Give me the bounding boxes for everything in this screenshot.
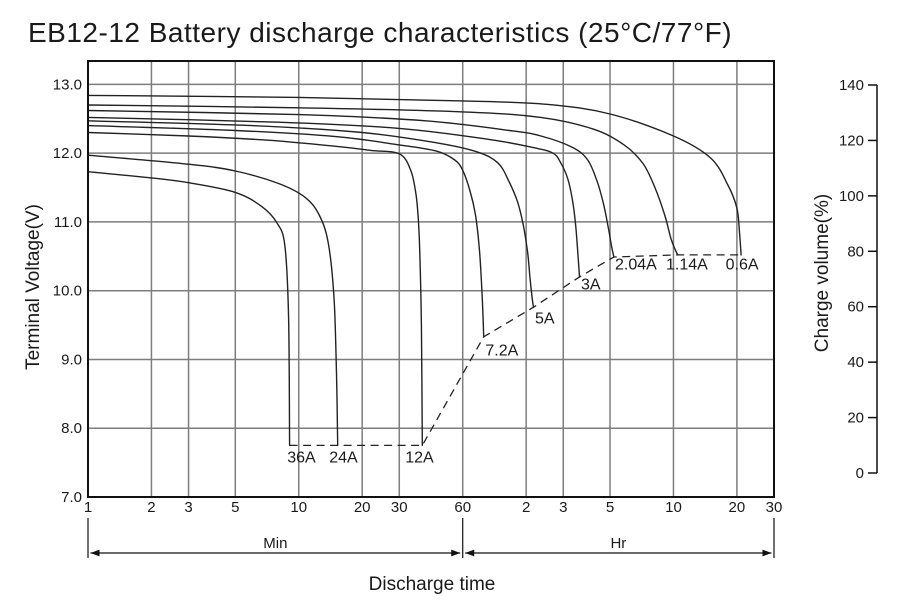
y2-tick-label: 60 [847, 299, 864, 316]
x-tick-label: 5 [606, 499, 614, 516]
x-tick-label: 20 [729, 499, 746, 516]
x-tick-label: 1 [84, 499, 92, 516]
curve-label-1.14A: 1.14A [666, 256, 708, 273]
unit-label-min: Min [263, 535, 287, 552]
curve-2.04A [87, 109, 615, 258]
x-tick-label: 2 [522, 499, 530, 516]
x-axis-title: Discharge time [369, 574, 496, 595]
y2-tick-label: 80 [847, 243, 864, 260]
curve-36A [87, 171, 291, 447]
y-tick-label: 13.0 [53, 76, 82, 93]
y-tick-label: 9.0 [61, 351, 82, 368]
x-tick-label: 5 [231, 499, 239, 516]
y-axis-title: Terminal Voltage(V) [23, 204, 44, 370]
curve-1.14A [87, 104, 679, 256]
x-tick-label: 10 [665, 499, 682, 516]
y2-axis-title: Charge volume(%) [812, 194, 833, 352]
arrowhead-right-icon [762, 549, 772, 557]
curve-label-12A: 12A [405, 450, 434, 467]
y-tick-label: 12.0 [53, 145, 82, 162]
y2-tick-label: 40 [847, 354, 864, 371]
curve-3A [87, 116, 581, 278]
curve-24A [87, 154, 339, 447]
curve-label-0.6A: 0.6A [726, 256, 759, 273]
x-tick-label: 2 [147, 499, 155, 516]
x-tick-label: 3 [184, 499, 192, 516]
y2-tick-label: 0 [856, 465, 864, 482]
curve-5A [87, 120, 535, 308]
y2-tick-label: 100 [839, 188, 864, 205]
y-tick-label: 7.0 [61, 489, 82, 506]
x-tick-label: 30 [766, 499, 783, 516]
curve-label-3A: 3A [581, 276, 601, 293]
y-tick-label: 8.0 [61, 420, 82, 437]
x-tick-label: 10 [290, 499, 307, 516]
curve-label-36A: 36A [287, 450, 316, 467]
curve-7.2A [87, 124, 485, 338]
x-tick-label: 60 [454, 499, 471, 516]
unit-label-hr: Hr [610, 535, 626, 552]
x-tick-label: 20 [354, 499, 371, 516]
curve-label-7.2A: 7.2A [485, 342, 518, 359]
curve-12A [87, 131, 423, 447]
curve-label-2.04A: 2.04A [615, 256, 657, 273]
arrowhead-left-icon [90, 549, 100, 557]
y-tick-label: 11.0 [54, 214, 82, 231]
y-tick-label: 10.0 [53, 283, 82, 300]
curve-label-24A: 24A [329, 450, 358, 467]
arrowhead-right-icon [451, 549, 461, 557]
page-title: EB12-12 Battery discharge characteristic… [28, 17, 732, 48]
y2-tick-label: 120 [839, 132, 864, 149]
curve-0.6A [87, 94, 742, 256]
x-tick-label: 30 [391, 499, 408, 516]
arrowhead-left-icon [465, 549, 475, 557]
x-tick-label: 3 [559, 499, 567, 516]
plot-border [87, 60, 775, 498]
y2-tick-label: 140 [839, 77, 864, 94]
curve-label-5A: 5A [535, 311, 555, 328]
y2-tick-label: 20 [847, 410, 864, 427]
